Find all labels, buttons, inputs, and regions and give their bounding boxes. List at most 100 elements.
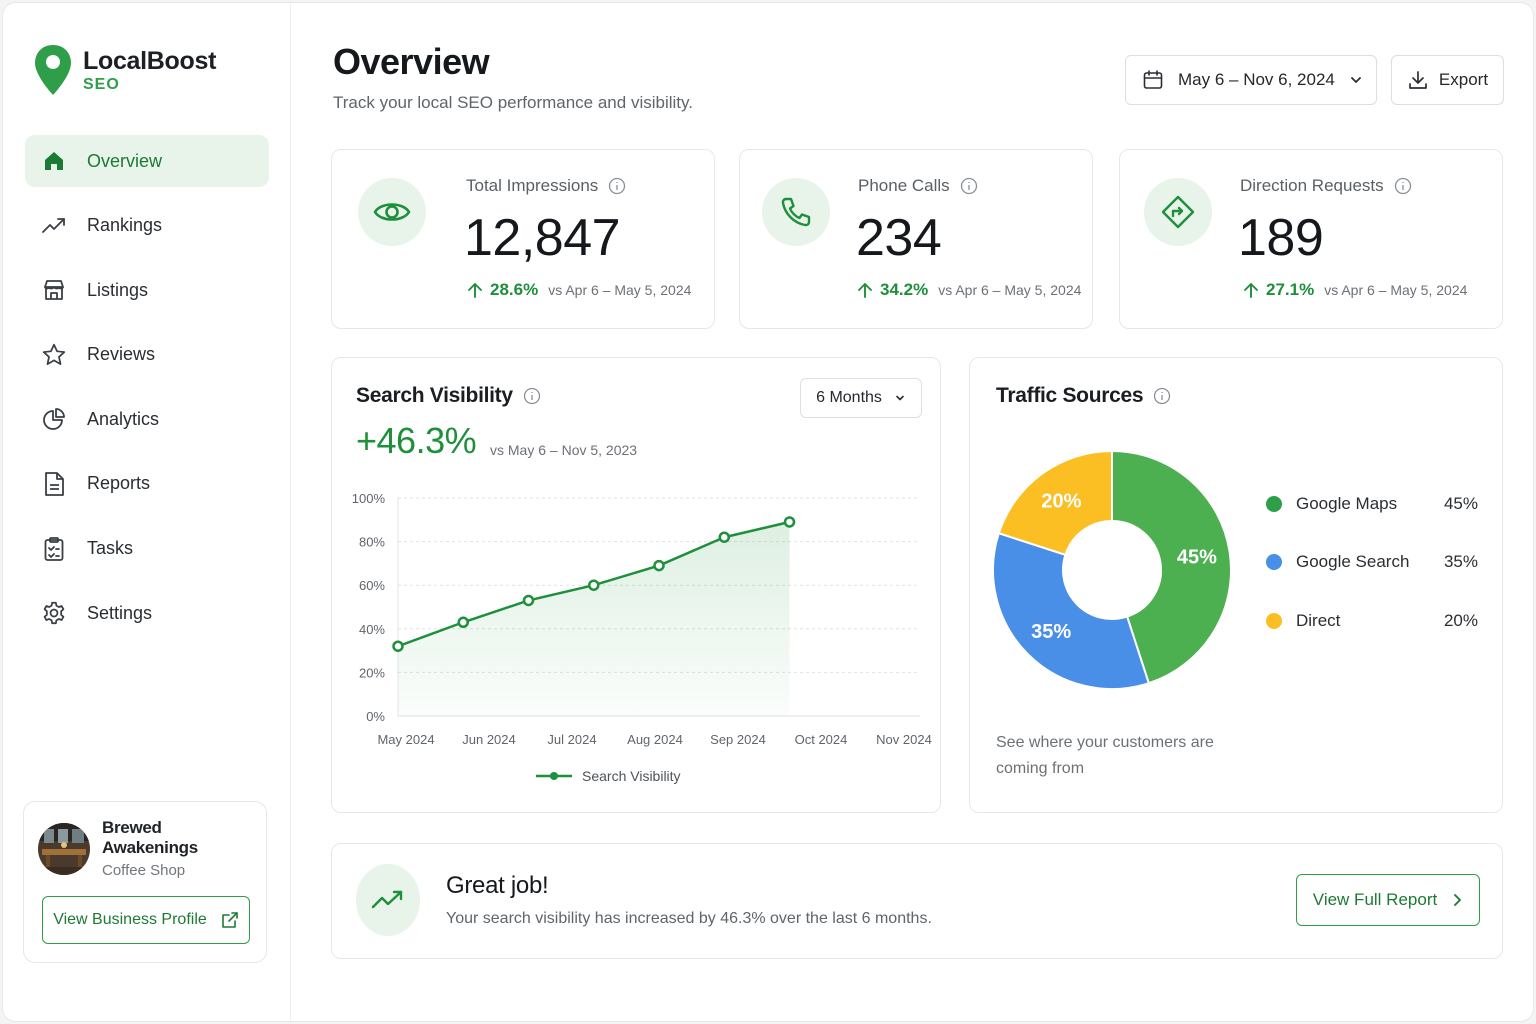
data-point[interactable] [457, 616, 469, 629]
legend-item-google-maps: Google Maps 45% [1266, 494, 1478, 514]
eye-icon [358, 178, 426, 246]
period-select[interactable]: 6 Months [800, 378, 922, 418]
banner-title: Great job! [446, 872, 549, 899]
sidebar-item-label: Settings [87, 602, 153, 623]
arrow-up-icon [858, 283, 872, 298]
slice-direct[interactable] [997, 449, 1113, 557]
legend-name: Google Search [1296, 552, 1410, 571]
legend-dot [1266, 613, 1282, 629]
chevron-right-icon [1454, 894, 1462, 906]
data-point[interactable] [718, 531, 730, 543]
sidebar-item-label: Overview [87, 150, 163, 171]
x-tick-label: May 2024 [377, 732, 434, 747]
storefront-icon [41, 277, 67, 303]
sidebar-item-analytics[interactable]: Analytics [25, 393, 269, 445]
sidebar: LocalBoost SEO Overview Rankings [3, 3, 291, 1021]
view-business-profile-label: View Business Profile [53, 911, 207, 928]
sidebar-item-label: Reviews [87, 344, 156, 365]
legend-dot [1266, 496, 1282, 512]
kpi-delta: 27.1% [1266, 280, 1315, 299]
x-tick-label: Jul 2024 [547, 732, 596, 747]
sidebar-item-overview[interactable]: Overview [25, 135, 269, 187]
trend-up-icon [41, 213, 67, 239]
y-tick-label: 60% [359, 578, 385, 593]
data-point[interactable] [392, 640, 404, 652]
info-icon[interactable] [1394, 177, 1412, 195]
legend-dot [1266, 554, 1282, 570]
business-name: Brewed Awakenings [102, 818, 198, 857]
slice-google-search[interactable] [992, 531, 1151, 690]
view-business-profile-button[interactable]: View Business Profile [42, 896, 250, 944]
banner-message: Your search visibility has increased by … [446, 910, 932, 927]
page-subtitle: Track your local SEO performance and vis… [333, 93, 693, 112]
data-point[interactable] [522, 594, 535, 607]
export-button[interactable]: Export [1391, 55, 1504, 105]
visibility-change: +46.3% [356, 420, 477, 461]
export-label: Export [1438, 70, 1489, 89]
search-visibility-chart: 0% 20% 40% 60% 80% 100% May 2024 Jun 2024 Jul 20… [352, 491, 932, 747]
chart-legend: Search Visibility [536, 768, 681, 784]
sidebar-item-label: Analytics [87, 408, 160, 429]
x-tick-label: Sep 2024 [710, 732, 766, 747]
success-banner: Great job! Your search visibility has in… [331, 843, 1503, 959]
kpi-delta: 34.2% [880, 280, 929, 299]
view-full-report-button[interactable]: View Full Report [1296, 874, 1480, 926]
sidebar-item-tasks[interactable]: Tasks [25, 523, 269, 575]
sidebar-item-rankings[interactable]: Rankings [25, 200, 269, 252]
info-icon[interactable] [608, 177, 626, 195]
business-type: Coffee Shop [102, 862, 186, 879]
sidebar-item-listings[interactable]: Listings [25, 264, 269, 316]
section-title: Search Visibility [356, 384, 513, 407]
kpi-card-direction-requests: Direction Requests 189 27.1% vs Apr 6 – … [1119, 149, 1503, 329]
slice-label: 20% [1041, 490, 1081, 512]
calendar-icon [1143, 70, 1163, 89]
chevron-down-icon [1350, 77, 1361, 83]
gear-icon [41, 600, 67, 626]
kpi-compare: vs Apr 6 – May 5, 2024 [548, 282, 692, 298]
date-range-picker[interactable]: May 6 – Nov 6, 2024 [1125, 55, 1377, 105]
x-tick-label: Nov 2024 [876, 732, 932, 747]
data-point[interactable] [588, 579, 600, 591]
info-icon[interactable] [1153, 387, 1171, 405]
x-tick-label: Oct 2024 [795, 732, 848, 747]
sidebar-item-reviews[interactable]: Reviews [25, 329, 269, 381]
y-tick-label: 20% [359, 665, 385, 680]
period-label: 6 Months [816, 389, 882, 406]
kpi-value: 12,847 [464, 209, 621, 267]
traffic-note: See where your customers are coming from [996, 734, 1214, 777]
info-icon[interactable] [523, 387, 541, 405]
data-point[interactable] [783, 516, 796, 528]
series-area [398, 521, 790, 716]
legend-line-marker [536, 772, 572, 780]
sidebar-item-label: Rankings [87, 215, 163, 236]
legend-value: 45% [1443, 494, 1478, 513]
clipboard-check-icon [41, 536, 67, 562]
kpi-card-impressions: Total Impressions 12,847 28.6% vs Apr 6 … [331, 149, 715, 329]
visibility-compare: vs May 6 – Nov 5, 2023 [490, 442, 638, 458]
home-icon [41, 148, 67, 174]
phone-icon [762, 178, 830, 246]
slice-google-maps[interactable] [1111, 449, 1232, 685]
x-tick-label: Aug 2024 [627, 732, 683, 747]
sidebar-item-reports[interactable]: Reports [25, 458, 269, 510]
view-full-report-label: View Full Report [1312, 890, 1438, 909]
sidebar-item-label: Reports [87, 473, 151, 494]
sidebar-item-label: Listings [87, 279, 149, 300]
kpi-compare: vs Apr 6 – May 5, 2024 [1324, 282, 1468, 298]
brand-name: LocalBoost [83, 47, 217, 75]
kpi-compare: vs Apr 6 – May 5, 2024 [938, 282, 1082, 298]
pie-chart-icon [41, 406, 67, 432]
kpi-card-phone-calls: Phone Calls 234 34.2% vs Apr 6 – May 5, … [739, 149, 1093, 329]
kpi-label: Total Impressions [466, 176, 599, 195]
data-point[interactable] [653, 559, 665, 572]
sidebar-item-label: Tasks [87, 538, 134, 559]
brand-logo[interactable]: LocalBoost SEO [33, 43, 216, 99]
section-title: Traffic Sources [996, 384, 1144, 407]
sidebar-item-settings[interactable]: Settings [25, 587, 269, 639]
slice-label: 45% [1177, 547, 1217, 569]
kpi-label: Phone Calls [858, 176, 950, 195]
x-tick-label: Jun 2024 [462, 732, 516, 747]
y-tick-label: 100% [352, 491, 386, 506]
info-icon[interactable] [960, 177, 978, 195]
